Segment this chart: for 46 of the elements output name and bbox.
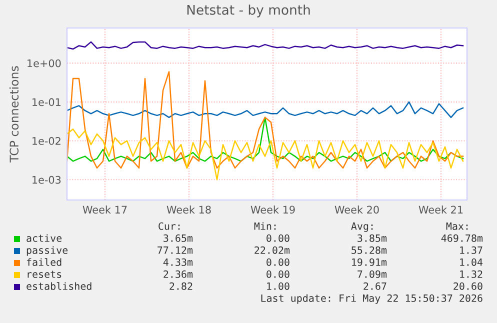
y-tick-label: 1e+00 <box>28 59 61 68</box>
y-axis-title: TCP connections <box>9 66 19 162</box>
line-series <box>67 116 464 162</box>
text: Cur: <box>158 222 180 230</box>
x-tick-label: Week 19 <box>250 206 295 214</box>
text: 77.12m <box>158 246 193 254</box>
text: 2.36m <box>164 270 193 278</box>
legend-label: active <box>26 234 62 242</box>
text: 4.33m <box>163 258 193 266</box>
line-series <box>67 101 464 118</box>
text: Max: <box>446 222 468 230</box>
text: 20.60 <box>454 282 482 290</box>
legend-label: failed <box>26 258 62 266</box>
text: 1.32 <box>460 270 482 278</box>
y-tick-label: 1e-03 <box>32 176 61 184</box>
x-tick-label: Week 18 <box>166 206 211 214</box>
text: 55.28m <box>352 246 387 254</box>
text: 3.85m <box>358 234 387 242</box>
line-series <box>67 41 464 50</box>
text: Avg: <box>351 222 373 232</box>
text: 7.09m <box>358 270 387 278</box>
x-tick-label: Week 17 <box>82 206 127 214</box>
text: Last update: Fri May 22 15:50:37 2026 <box>261 294 482 304</box>
line-series <box>67 128 464 180</box>
legend-label: passive <box>26 246 68 256</box>
y-tick-label: 1e-02 <box>32 137 60 145</box>
text: 1.00 <box>267 282 290 290</box>
x-tick-label: Week 20 <box>334 206 379 214</box>
text: 0.00 <box>266 234 290 242</box>
legend-label: established <box>26 282 92 290</box>
chart-title: Netstat - by month <box>187 4 310 18</box>
text: 19.91m <box>352 258 387 266</box>
text: 0.00 <box>266 270 290 278</box>
y-tick-label: 1e-01 <box>32 98 60 106</box>
text: 22.02m <box>254 246 290 254</box>
text: 469.78m <box>441 234 483 242</box>
legend-label: resets <box>28 270 62 278</box>
text: 1.37 <box>460 246 482 254</box>
text: 1.04 <box>460 258 483 266</box>
text: 0.00 <box>266 258 290 266</box>
text: 3.65m <box>164 234 193 242</box>
text: 2.67 <box>364 282 386 290</box>
text: Min: <box>254 222 276 230</box>
x-tick-label: Week 21 <box>418 206 463 214</box>
line-series <box>67 71 464 169</box>
text: 2.82 <box>170 282 192 290</box>
